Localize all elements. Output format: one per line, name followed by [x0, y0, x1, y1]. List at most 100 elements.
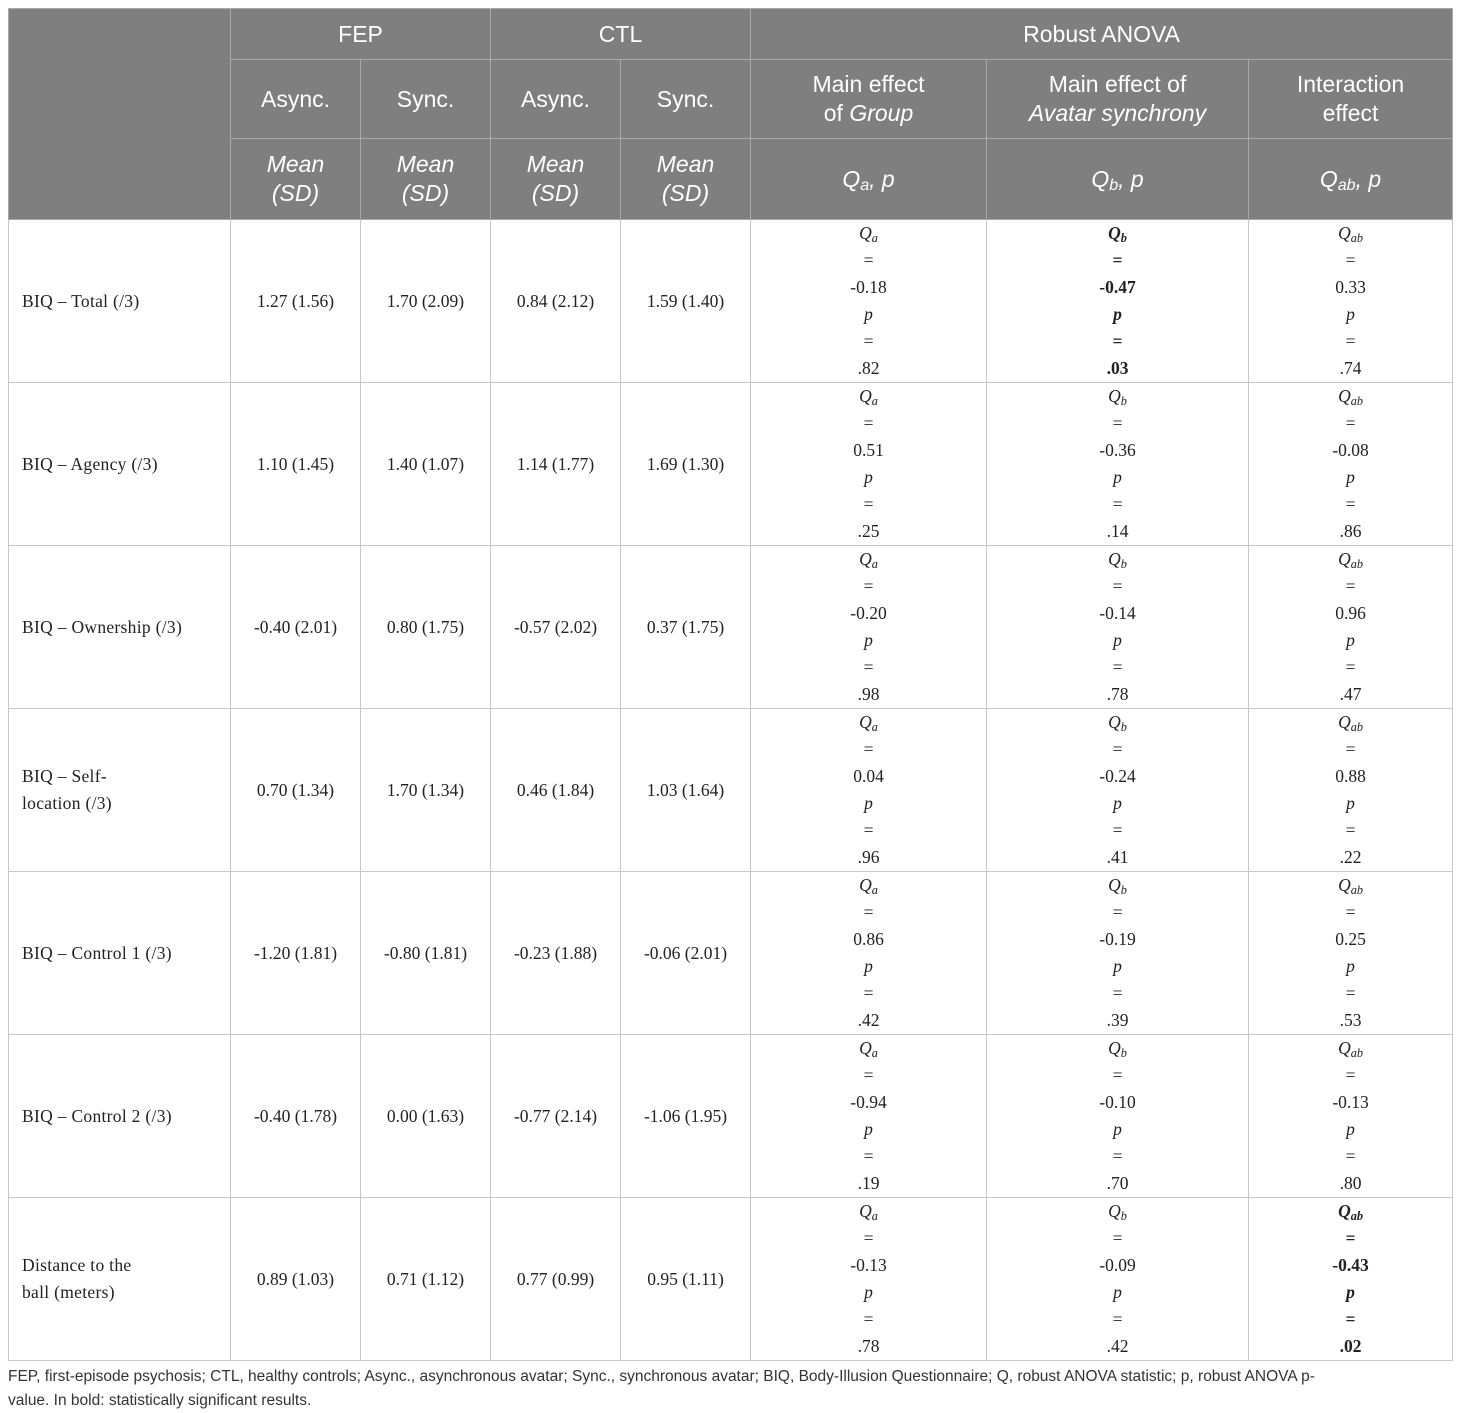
cell-ctl-sync: -1.06 (1.95) — [620, 1034, 752, 1198]
row-label-line1: BIQ – Control 2 (/3) — [22, 1105, 172, 1126]
row-label: BIQ – Control 1 (/3) — [8, 871, 231, 1035]
stat-q-line: Qa = 0.04 — [755, 709, 982, 790]
stat-p-line: p = .25 — [755, 464, 982, 545]
stat-p-line: p = .03 — [991, 301, 1244, 382]
cell-qb-stat: Qb = -0.09 p = .42 — [986, 1197, 1250, 1361]
stat-q-value: -0.36 — [1099, 440, 1136, 460]
qab-letter: Q — [1319, 165, 1338, 192]
table-header: FEP CTL Robust ANOVA Async. Sync. Async.… — [8, 8, 1454, 220]
header-interaction-line1: Interaction — [1296, 71, 1405, 97]
stat-q-value: -0.94 — [850, 1092, 887, 1112]
header-mean-sd: Mean (SD) — [230, 138, 361, 220]
qa-subscript: a — [860, 175, 870, 194]
stat-p-value: .96 — [857, 847, 880, 867]
header-interaction-line2: effect — [1322, 100, 1379, 126]
cell-fep-async: 0.89 (1.03) — [230, 1197, 361, 1361]
qb-subscript: b — [1109, 175, 1119, 194]
sd-label: (SD) — [401, 180, 450, 206]
cell-qa-stat: Qa = 0.04 p = .96 — [750, 708, 988, 872]
header-main-effect-group-line1: Main effect — [812, 71, 925, 97]
stat-p-value: .22 — [1339, 847, 1362, 867]
header-group-anova: Robust ANOVA — [750, 8, 1454, 60]
stat-q-value: 0.96 — [1335, 603, 1366, 623]
cell-fep-sync: 1.40 (1.07) — [359, 382, 492, 546]
stat-p-line: p = .42 — [991, 1279, 1244, 1360]
stat-p-line: p = .47 — [1253, 627, 1448, 708]
stat-p-line: p = .19 — [755, 1116, 982, 1197]
stat-q-line: Qab = 0.96 — [1253, 546, 1448, 627]
header-mean-sd: Mean (SD) — [490, 138, 622, 220]
stat-q-line: Qa = -0.94 — [755, 1035, 982, 1116]
header-main-effect-group: Main effect of Group — [750, 59, 988, 139]
row-label-line1: BIQ – Total (/3) — [22, 290, 140, 311]
header-qb-p: Qb, p — [986, 138, 1250, 220]
stat-q-value: -0.13 — [850, 1255, 887, 1275]
row-label-line1: BIQ – Self- — [22, 766, 107, 786]
stat-q-line: Qa = -0.13 — [755, 1198, 982, 1279]
qab-tail: , p — [1355, 165, 1382, 192]
mean-label: Mean — [396, 151, 455, 177]
stat-q-value: -0.47 — [1099, 277, 1136, 297]
cell-qa-stat: Qa = -0.94 p = .19 — [750, 1034, 988, 1198]
cell-qab-stat: Qab = 0.25 p = .53 — [1248, 871, 1454, 1035]
stat-p-line: p = .14 — [991, 464, 1244, 545]
cell-ctl-async: 0.46 (1.84) — [490, 708, 622, 872]
stat-q-line: Qab = -0.43 — [1253, 1198, 1448, 1279]
header-qab-p: Qab, p — [1248, 138, 1454, 220]
header-fep-sync: Sync. — [359, 59, 492, 139]
stat-q-value: -0.18 — [850, 277, 887, 297]
row-label-line1: Distance to the — [22, 1255, 132, 1275]
stat-q-line: Qb = -0.14 — [991, 546, 1244, 627]
stat-q-value: -0.20 — [850, 603, 887, 623]
cell-ctl-sync: 0.95 (1.11) — [620, 1197, 752, 1361]
cell-fep-async: 1.27 (1.56) — [230, 219, 361, 383]
cell-qab-stat: Qab = -0.43 p = .02 — [1248, 1197, 1454, 1361]
stat-p-line: p = .96 — [755, 790, 982, 871]
stat-p-line: p = .42 — [755, 953, 982, 1034]
cell-qb-stat: Qb = -0.36 p = .14 — [986, 382, 1250, 546]
stat-p-line: p = .78 — [755, 1279, 982, 1360]
cell-ctl-async: 1.14 (1.77) — [490, 382, 622, 546]
stat-q-line: Qab = 0.33 — [1253, 220, 1448, 301]
cell-qa-stat: Qa = 0.86 p = .42 — [750, 871, 988, 1035]
stat-q-line: Qa = 0.51 — [755, 383, 982, 464]
cell-qb-stat: Qb = -0.24 p = .41 — [986, 708, 1250, 872]
table-row: BIQ – Total (/3) 1.27 (1.56) 1.70 (2.09) 0.… — [8, 219, 1454, 383]
row-label-line1: BIQ – Control 1 (/3) — [22, 942, 172, 963]
table-row: Distance to the ball (meters) 0.89 (1.03) 0… — [8, 1197, 1454, 1361]
mean-label: Mean — [656, 151, 715, 177]
stat-q-value: -0.13 — [1332, 1092, 1369, 1112]
stat-q-line: Qb = -0.10 — [991, 1035, 1244, 1116]
table-wrapper: FEP CTL Robust ANOVA Async. Sync. Async.… — [8, 8, 1454, 1413]
stat-q-value: 0.33 — [1335, 277, 1366, 297]
cell-qa-stat: Qa = -0.20 p = .98 — [750, 545, 988, 709]
stat-p-value: .41 — [1106, 847, 1129, 867]
stat-p-value: .70 — [1106, 1173, 1129, 1193]
stat-p-value: .42 — [1106, 1336, 1129, 1356]
header-group-ctl: CTL — [490, 8, 752, 60]
cell-qb-stat: Qb = -0.10 p = .70 — [986, 1034, 1250, 1198]
header-fep-async: Async. — [230, 59, 361, 139]
cell-ctl-sync: 1.03 (1.64) — [620, 708, 752, 872]
stat-p-value: .14 — [1106, 521, 1129, 541]
stat-q-line: Qa = 0.86 — [755, 872, 982, 953]
stat-p-line: p = .41 — [991, 790, 1244, 871]
stat-q-line: Qab = -0.08 — [1253, 383, 1448, 464]
footnote-line1: FEP, first-episode psychosis; CTL, healt… — [8, 1368, 1315, 1385]
cell-ctl-async: -0.23 (1.88) — [490, 871, 622, 1035]
stat-p-line: p = .70 — [991, 1116, 1244, 1197]
stat-q-line: Qb = -0.09 — [991, 1198, 1244, 1279]
header-main-effect-synchrony: Main effect of Avatar synchrony — [986, 59, 1250, 139]
table-row: BIQ – Control 2 (/3) -0.40 (1.78) 0.00 (1.… — [8, 1034, 1454, 1198]
table-footnote: FEP, first-episode psychosis; CTL, healt… — [8, 1365, 1452, 1413]
header-qa-p: Qa, p — [750, 138, 988, 220]
stat-q-value: -0.08 — [1332, 440, 1369, 460]
stat-q-line: Qb = -0.36 — [991, 383, 1244, 464]
table-row: BIQ – Ownership (/3) -0.40 (2.01) 0.80 (1.… — [8, 545, 1454, 709]
footnote-line2: value. In bold: statistically significan… — [8, 1392, 312, 1409]
stat-p-line: p = .39 — [991, 953, 1244, 1034]
cell-ctl-async: -0.77 (2.14) — [490, 1034, 622, 1198]
cell-ctl-async: -0.57 (2.02) — [490, 545, 622, 709]
stat-p-value: .80 — [1339, 1173, 1362, 1193]
header-mean-sd: Mean (SD) — [359, 138, 492, 220]
